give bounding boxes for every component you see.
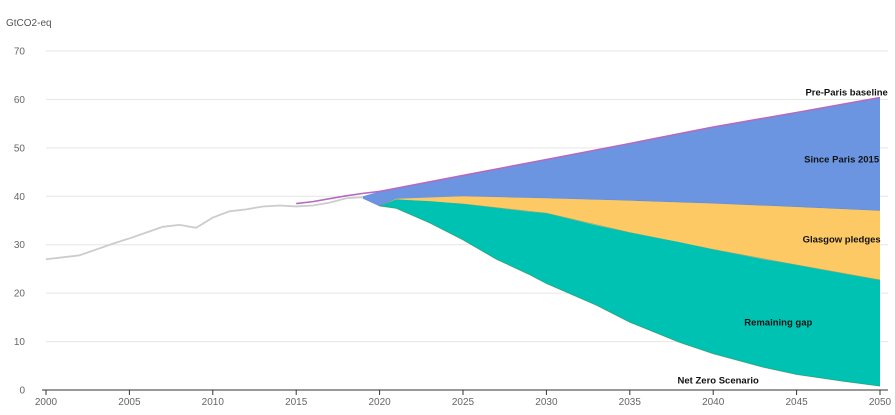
y-tick-label: 40 bbox=[14, 192, 26, 203]
y-ticks: 0 10 20 30 40 50 60 70 bbox=[14, 47, 26, 397]
x-tick-label: 2010 bbox=[202, 397, 225, 408]
x-tick-label: 2020 bbox=[368, 397, 391, 408]
annotation-remaining-gap: Remaining gap bbox=[744, 318, 812, 329]
y-tick-label: 30 bbox=[14, 240, 26, 251]
y-tick-label: 60 bbox=[14, 95, 26, 106]
band-since-paris-2015 bbox=[362, 97, 880, 211]
annotations: Pre-Paris baseline Since Paris 2015 Glasgo… bbox=[678, 88, 888, 387]
y-tick-label: 50 bbox=[14, 143, 26, 154]
lines bbox=[45, 96, 881, 261]
x-ticks: 2000 2005 2010 2015 2020 2025 2030 2035 2040 2045… bbox=[35, 390, 892, 408]
x-tick-label: 2000 bbox=[35, 397, 58, 408]
x-tick-label: 2025 bbox=[452, 397, 475, 408]
y-tick-label: 20 bbox=[14, 289, 26, 300]
y-tick-label: 70 bbox=[14, 47, 26, 58]
annotation-since-paris-2015: Since Paris 2015 bbox=[804, 154, 880, 165]
band-remaining-gap bbox=[379, 199, 880, 387]
annotation-glasgow-pledges: Glasgow pledges bbox=[803, 234, 881, 245]
x-tick-label: 2005 bbox=[118, 397, 141, 408]
y-tick-label: 10 bbox=[14, 337, 26, 348]
y-tick-label: 0 bbox=[19, 386, 25, 397]
historical-line bbox=[45, 196, 363, 261]
annotation-net-zero-scenario: Net Zero Scenario bbox=[678, 376, 759, 387]
annotation-pre-paris-baseline: Pre-Paris baseline bbox=[805, 88, 887, 99]
x-tick-label: 2045 bbox=[785, 397, 808, 408]
x-tick-label: 2040 bbox=[702, 397, 725, 408]
areas bbox=[362, 97, 881, 387]
grid bbox=[46, 50, 888, 343]
axis: 2000 2005 2010 2015 2020 2025 2030 2035 2040 2045… bbox=[14, 47, 892, 409]
band-edge bbox=[379, 205, 881, 387]
x-tick-label: 2050 bbox=[869, 397, 892, 408]
unit-label: GtCO2-eq bbox=[6, 18, 52, 29]
x-tick-label: 2015 bbox=[285, 397, 308, 408]
x-tick-label: 2035 bbox=[619, 397, 642, 408]
band-glasgow-pledges bbox=[379, 196, 880, 281]
x-tick-label: 2030 bbox=[535, 397, 558, 408]
pre-paris-baseline-line bbox=[296, 96, 881, 205]
